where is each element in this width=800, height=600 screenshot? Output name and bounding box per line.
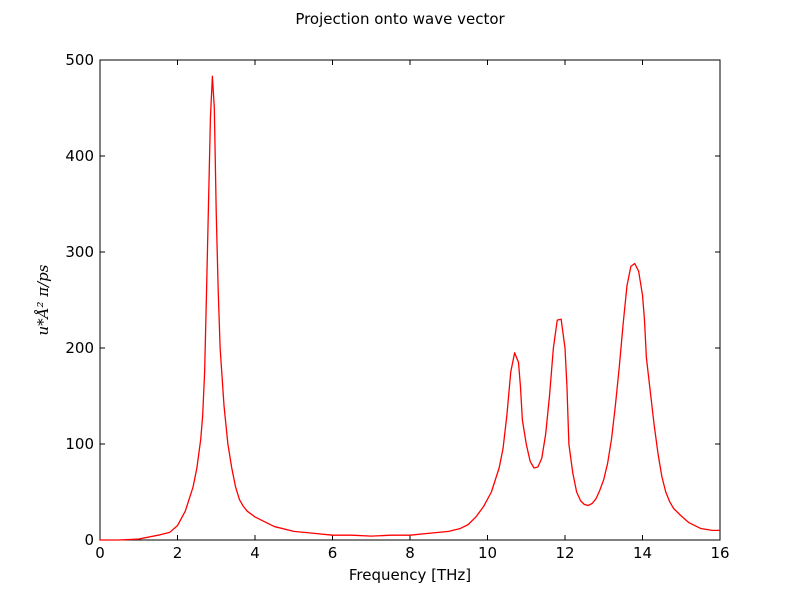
- x-tick-label: 10: [478, 544, 497, 562]
- chart-title: Projection onto wave vector: [295, 10, 505, 28]
- x-tick-label: 0: [95, 544, 105, 562]
- y-axis-label: u*Å² π/ps: [34, 264, 52, 335]
- y-tick-label: 300: [65, 243, 94, 261]
- x-tick-label: 12: [555, 544, 574, 562]
- series-group: [100, 75, 720, 541]
- series-line-0: [100, 75, 720, 541]
- x-axis: 0 2 4 6 8 10 12 14 16: [95, 60, 730, 562]
- y-tick-label: 200: [65, 339, 94, 357]
- y-tick-label: 0: [84, 531, 94, 549]
- x-tick-label: 4: [250, 544, 260, 562]
- x-tick-label: 2: [173, 544, 183, 562]
- y-axis: 0 100 200 300 400 500: [65, 51, 720, 549]
- y-tick-label: 100: [65, 435, 94, 453]
- x-axis-label: Frequency [THz]: [349, 566, 471, 584]
- x-tick-label: 14: [633, 544, 652, 562]
- y-tick-label: 400: [65, 147, 94, 165]
- x-tick-label: 8: [405, 544, 415, 562]
- y-tick-label: 500: [65, 51, 94, 69]
- plot-frame: [99, 59, 721, 541]
- x-tick-label: 16: [710, 544, 729, 562]
- x-tick-label: 6: [328, 544, 338, 562]
